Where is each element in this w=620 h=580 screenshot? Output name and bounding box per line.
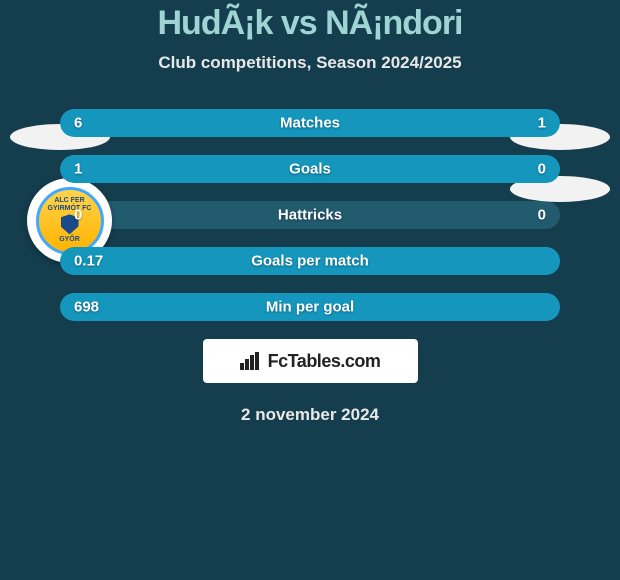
- stat-value-right: 0: [538, 161, 546, 178]
- stat-row: 1 Goals 0: [60, 155, 560, 183]
- stat-value-left: 1: [74, 161, 82, 178]
- club-badge-inner: ALC FER GYIRMÓT FC GYŐR: [36, 187, 104, 255]
- stat-label: Min per goal: [266, 299, 354, 316]
- stat-value-left: 0: [74, 207, 82, 224]
- stat-value-right: 0: [538, 207, 546, 224]
- stat-label: Hattricks: [278, 207, 342, 224]
- stat-label: Goals per match: [251, 253, 369, 270]
- stat-row: 0.17 Goals per match: [60, 247, 560, 275]
- stat-row: 698 Min per goal: [60, 293, 560, 321]
- badge-text-bot: GYŐR: [59, 236, 80, 244]
- brand-icon-bar: [255, 352, 259, 370]
- brand-text: FcTables.com: [268, 351, 381, 372]
- stat-label: Matches: [280, 115, 340, 132]
- stat-value-right: 1: [538, 115, 546, 132]
- comparison-rows: 6 Matches 1 1 Goals 0 0 Hattricks 0 0.17 Goals per…: [60, 109, 560, 321]
- brand-icon-bar: [240, 363, 244, 370]
- stat-value-left: 6: [74, 115, 82, 132]
- stat-bar-left: [60, 109, 489, 137]
- date-line: 2 november 2024: [0, 405, 620, 425]
- badge-text-mid: GYIRMÓT FC: [48, 205, 92, 213]
- stat-row: 0 Hattricks 0: [60, 201, 560, 229]
- stat-row: 6 Matches 1: [60, 109, 560, 137]
- brand-box: FcTables.com: [203, 339, 418, 383]
- stat-bar-right: [489, 109, 561, 137]
- page-title: HudÃ¡k vs NÃ¡ndori: [0, 4, 620, 43]
- badge-text-top: ALC FER: [54, 197, 84, 205]
- brand-icon-bar: [250, 355, 254, 370]
- stat-value-left: 698: [74, 299, 99, 316]
- subtitle: Club competitions, Season 2024/2025: [0, 53, 620, 73]
- brand-icon-bar: [245, 359, 249, 370]
- bar-chart-icon: [240, 352, 262, 370]
- stat-value-left: 0.17: [74, 253, 103, 270]
- stat-label: Goals: [289, 161, 331, 178]
